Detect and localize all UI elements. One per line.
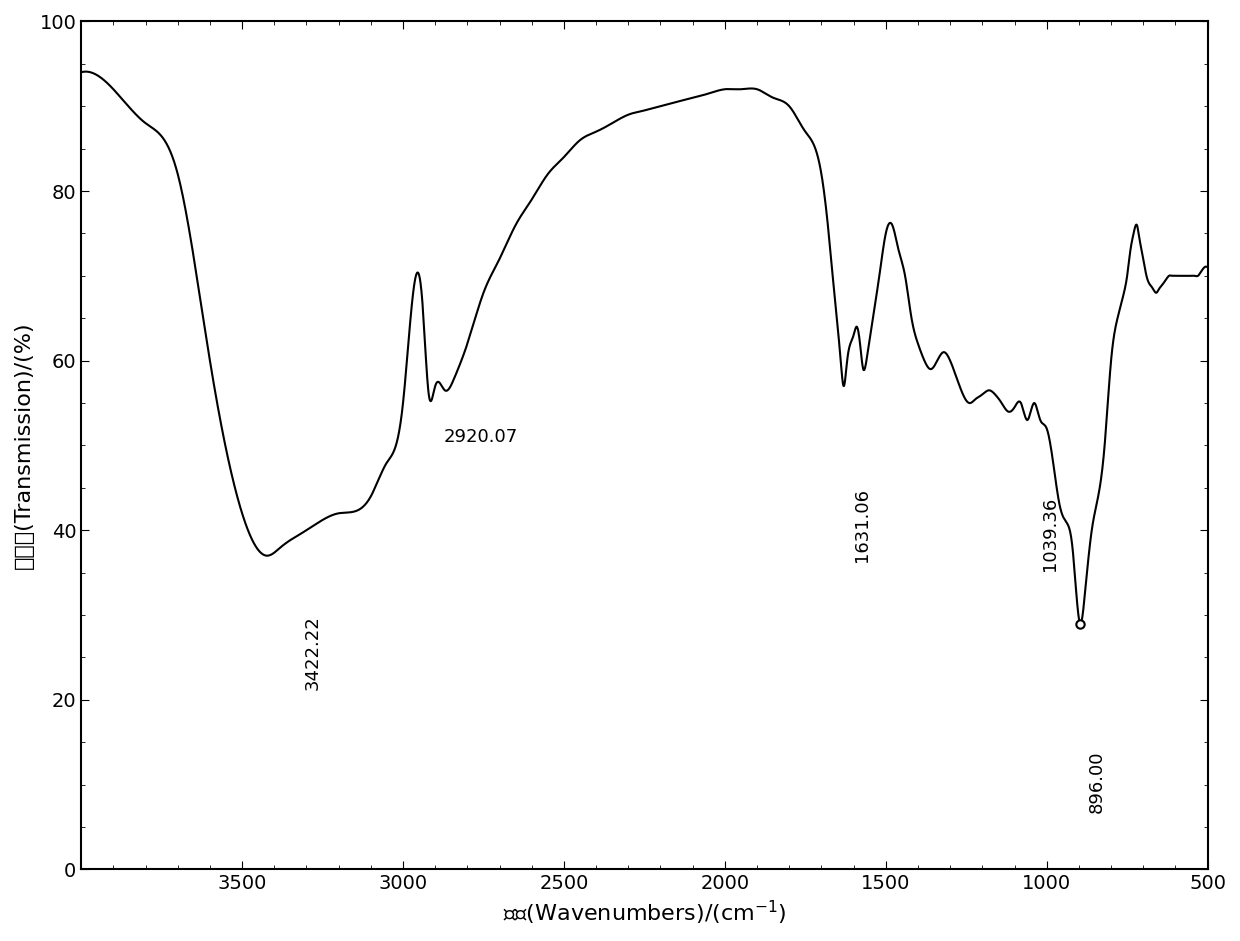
X-axis label: 波数(Wavenumbers)/(cm$^{-1}$): 波数(Wavenumbers)/(cm$^{-1}$) bbox=[502, 899, 786, 927]
Text: 896.00: 896.00 bbox=[1087, 751, 1106, 813]
Text: 2920.07: 2920.07 bbox=[443, 428, 517, 446]
Text: 1039.36: 1039.36 bbox=[1040, 496, 1059, 570]
Text: 1631.06: 1631.06 bbox=[853, 487, 870, 562]
Y-axis label: 透过率(Transmission)/(%): 透过率(Transmission)/(%) bbox=[14, 322, 33, 569]
Text: 3422.22: 3422.22 bbox=[304, 615, 322, 690]
